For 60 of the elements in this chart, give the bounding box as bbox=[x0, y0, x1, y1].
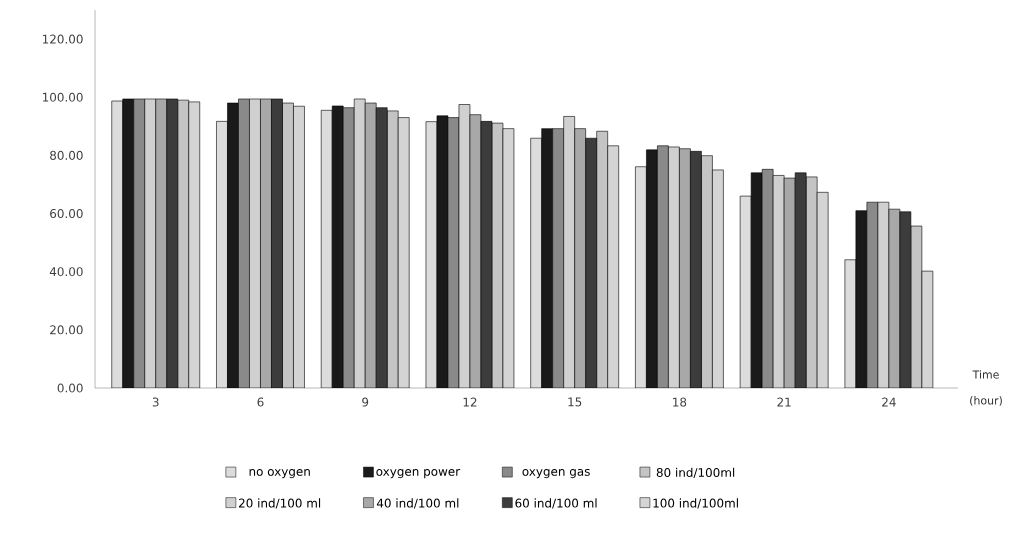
bar bbox=[701, 155, 713, 388]
bar bbox=[144, 98, 157, 388]
bar bbox=[111, 100, 124, 388]
y-tick-label: 40.00 bbox=[49, 267, 83, 277]
bar bbox=[177, 99, 190, 388]
bar bbox=[353, 98, 366, 388]
legend-label: 60 ind/100 ml bbox=[515, 498, 597, 509]
y-tick-label: 20.00 bbox=[50, 325, 83, 335]
x-tick-label: 15 bbox=[568, 397, 582, 407]
bar bbox=[635, 166, 647, 388]
bar bbox=[375, 107, 388, 388]
x-tick-label: 18 bbox=[673, 397, 687, 407]
bar bbox=[552, 128, 564, 388]
x-tick-label: 12 bbox=[463, 397, 477, 407]
x-tick-label: 3 bbox=[152, 397, 159, 407]
bar bbox=[249, 98, 261, 388]
bar bbox=[816, 192, 829, 388]
bar bbox=[712, 169, 724, 388]
bar bbox=[238, 98, 250, 388]
bar bbox=[216, 121, 228, 388]
legend-label: 80 ind/100ml bbox=[656, 467, 735, 478]
bar bbox=[646, 149, 658, 388]
bar bbox=[607, 145, 619, 388]
y-tick-label: 0.00 bbox=[57, 383, 83, 393]
bar bbox=[397, 117, 410, 388]
bar bbox=[331, 105, 344, 388]
bar bbox=[293, 105, 305, 388]
bar bbox=[386, 110, 399, 388]
legend-label: 20 ind/100 ml bbox=[238, 498, 321, 509]
bar bbox=[133, 98, 146, 388]
x-tick-label: 6 bbox=[257, 397, 264, 407]
y-tick-label: 60.00 bbox=[50, 209, 83, 219]
bar bbox=[282, 102, 294, 388]
bar bbox=[596, 130, 608, 388]
bar bbox=[541, 128, 553, 388]
legend-label: 100 ind/100ml bbox=[653, 498, 738, 509]
bar bbox=[227, 102, 239, 388]
text: Time (hour) bbox=[970, 370, 1002, 406]
y-tick-label: 120.00 bbox=[42, 34, 83, 44]
bar bbox=[122, 98, 135, 388]
x-tick-label: 24 bbox=[882, 397, 896, 407]
legend-label: oxygen gas bbox=[522, 468, 590, 479]
bar bbox=[188, 101, 201, 388]
bar bbox=[320, 110, 333, 388]
x-tick-label: 9 bbox=[362, 397, 369, 407]
bar bbox=[657, 145, 669, 388]
legend-label: 40 ind/100 ml bbox=[376, 498, 459, 509]
bar bbox=[530, 137, 542, 388]
bar bbox=[342, 107, 355, 388]
bar bbox=[563, 116, 575, 388]
bar bbox=[585, 137, 597, 388]
bar bbox=[668, 146, 680, 388]
y-tick-label: 80.00 bbox=[50, 150, 83, 160]
bar bbox=[271, 98, 283, 388]
legend-label: oxygen power bbox=[376, 468, 461, 479]
legend-label: no oxygen bbox=[249, 468, 310, 479]
x-tick-label: 21 bbox=[777, 397, 791, 407]
bar bbox=[690, 151, 702, 388]
bar bbox=[166, 98, 179, 388]
y-tick-label: 100.00 bbox=[42, 92, 83, 102]
